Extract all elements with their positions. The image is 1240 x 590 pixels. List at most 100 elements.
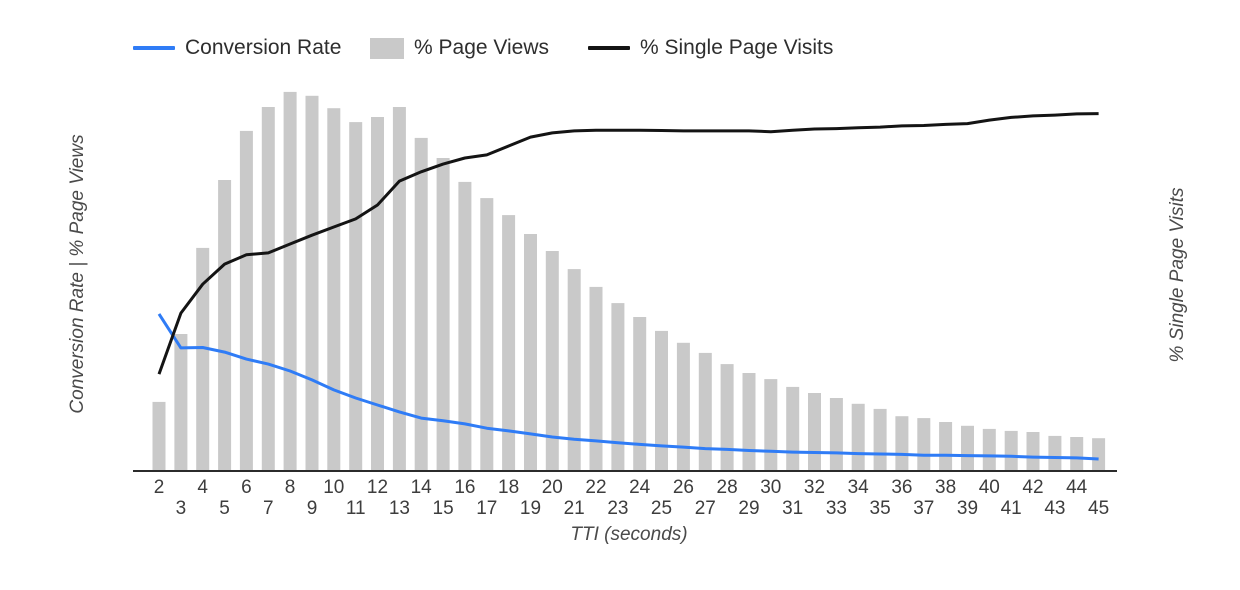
x-tick-label: 25	[650, 498, 673, 519]
x-tick-label: 19	[519, 498, 542, 519]
page-views-bar	[436, 158, 450, 471]
x-tick-label: 29	[738, 498, 760, 519]
page-views-bar	[174, 334, 188, 471]
legend-item-page-views: % Page Views	[370, 34, 549, 62]
x-tick-label: 13	[388, 498, 410, 519]
x-tick-label: 38	[935, 477, 957, 498]
page-views-bar	[239, 130, 253, 471]
plot-svg	[152, 91, 1106, 472]
page-views-bar	[982, 428, 996, 471]
page-views-bar	[196, 247, 210, 471]
x-tick-label: 24	[629, 477, 651, 498]
page-views-bar	[873, 408, 887, 471]
page-views-bar	[327, 108, 341, 471]
page-views-bar	[742, 373, 756, 471]
x-tick-label: 31	[782, 498, 804, 519]
x-tick-label: 9	[306, 498, 318, 519]
x-axis-line	[133, 470, 1117, 472]
page-views-bar-swatch	[370, 37, 404, 59]
x-tick-label: 27	[694, 498, 716, 519]
x-tick-label: 10	[323, 477, 345, 498]
page-views-bar	[261, 107, 275, 471]
page-views-bar	[349, 122, 363, 471]
page-views-bar	[1004, 430, 1018, 471]
x-tick-label: 26	[672, 477, 694, 498]
legend-item-single-page-visits: % Single Page Visits	[588, 34, 833, 62]
page-views-bar	[1048, 435, 1062, 471]
page-views-bar	[851, 403, 865, 471]
page-views-bar	[567, 269, 581, 471]
x-tick-label: 18	[498, 477, 520, 498]
page-views-bar	[808, 393, 821, 471]
x-tick-label: 11	[345, 498, 366, 519]
x-tick-label: 32	[803, 477, 826, 498]
right-y-axis-title: % Single Page Visits	[1167, 187, 1188, 363]
plot-area	[148, 85, 1110, 472]
page-views-bar	[480, 198, 494, 471]
page-views-bar	[895, 416, 909, 471]
x-tick-label: 40	[978, 477, 1000, 498]
page-views-bar	[961, 425, 974, 471]
page-views-bar	[458, 181, 472, 471]
x-tick-label: 14	[410, 477, 432, 498]
single-page-visits-line-swatch	[588, 46, 630, 50]
x-tick-label: 3	[175, 498, 187, 519]
x-tick-label: 34	[847, 477, 869, 498]
x-tick-label: 21	[563, 498, 585, 519]
x-tick-label: 33	[825, 498, 847, 519]
x-tick-label: 17	[476, 498, 498, 519]
page-views-bar	[152, 401, 166, 471]
x-tick-label: 2	[153, 477, 165, 498]
x-tick-label: 16	[454, 477, 476, 498]
page-views-bar	[676, 342, 690, 471]
x-tick-label: 30	[760, 477, 782, 498]
x-tick-label: 15	[432, 498, 454, 519]
page-views-bar	[1092, 438, 1106, 471]
legend-label: % Single Page Visits	[640, 36, 834, 59]
x-tick-label: 8	[284, 477, 296, 498]
legend: Conversion Rate % Page Views % Single Pa…	[0, 34, 1240, 62]
page-views-bar	[786, 386, 800, 471]
x-tick-label: 44	[1066, 477, 1088, 498]
page-views-bar	[764, 379, 778, 471]
left-y-axis-title: Conversion Rate | % Page Views	[67, 134, 88, 414]
x-tick-label: 42	[1022, 477, 1044, 498]
page-views-bar	[283, 91, 297, 472]
x-tick-label: 22	[585, 477, 607, 498]
page-views-bar	[611, 303, 625, 471]
x-tick-label: 6	[241, 477, 252, 498]
x-tick-label: 20	[541, 477, 563, 498]
x-tick-label: 5	[219, 498, 230, 519]
x-tick-label: 45	[1088, 498, 1110, 519]
page-views-bar	[305, 95, 319, 472]
page-views-bar	[1070, 437, 1084, 471]
page-views-bar	[633, 317, 647, 471]
page-views-bar	[1026, 432, 1040, 471]
page-views-bar	[392, 107, 406, 471]
page-views-bar	[698, 352, 712, 471]
x-tick-label: 37	[913, 498, 935, 519]
x-tick-label: 7	[263, 498, 274, 519]
page-views-bar	[917, 418, 931, 471]
conversion-rate-line	[157, 313, 1099, 461]
legend-label: Conversion Rate	[185, 36, 342, 59]
x-tick-label: 43	[1044, 498, 1066, 519]
legend-label: % Page Views	[414, 36, 550, 59]
page-views-bar	[939, 422, 953, 471]
x-axis-title: TTI (seconds)	[570, 524, 688, 545]
page-views-bar	[502, 215, 516, 471]
-single-page-visits-line	[157, 112, 1099, 375]
page-views-bar	[720, 364, 734, 471]
x-tick-label: 12	[366, 477, 389, 498]
x-tick-label: 41	[1000, 498, 1022, 519]
page-views-bar	[655, 330, 668, 471]
x-tick-label: 23	[607, 498, 629, 519]
x-tick-label: 4	[197, 477, 208, 498]
x-axis-tick-labels: 2 3 4 5 6 7 8 9 10 11 12 13 14 15 16 17 18 19 20 21 22 23 24 25…	[148, 477, 1110, 521]
page-views-bar	[414, 137, 428, 471]
x-tick-label: 35	[869, 498, 891, 519]
x-tick-label: 39	[956, 498, 979, 519]
page-views-bar	[545, 251, 559, 471]
page-views-bar	[829, 398, 843, 471]
